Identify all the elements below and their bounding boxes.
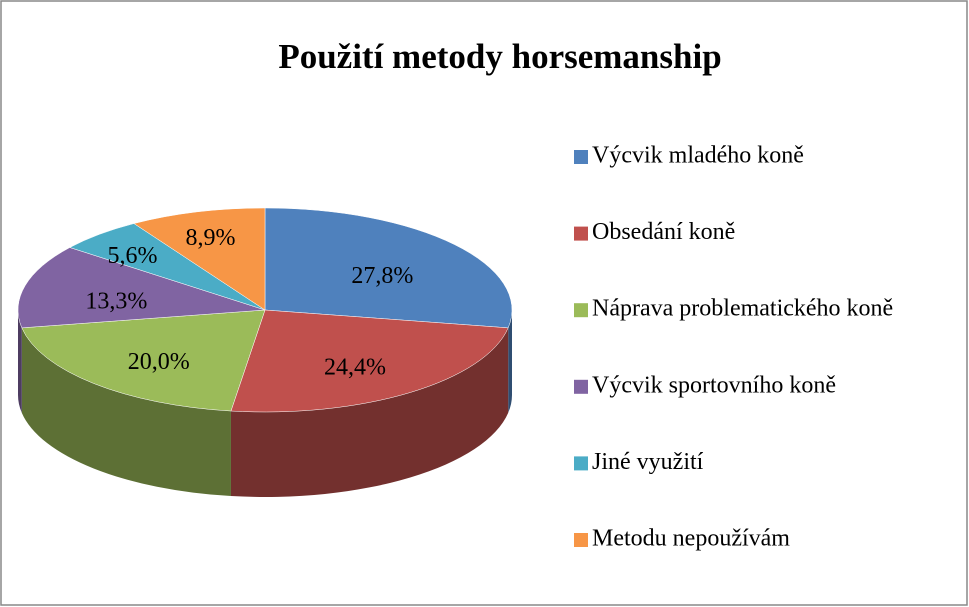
data-label: 24,4% [324,355,386,381]
data-label: 27,8% [351,263,413,289]
legend-swatch [574,303,588,318]
slice-side [18,310,22,413]
data-label: 8,9% [185,225,235,251]
slice-side [508,310,512,413]
legend-label: Obsedání koně [592,219,735,245]
legend-label: Náprava problematického koně [592,296,893,322]
legend-swatch [574,150,588,164]
legend-swatch [574,533,588,547]
legend-swatch [574,456,588,471]
data-label: 5,6% [107,243,157,269]
legend-label: Jiné využití [592,449,704,475]
slice [17,247,266,329]
data-label: 20,0% [128,349,190,375]
data-label: 13,3% [85,288,147,314]
legend-swatch [574,226,588,241]
slice [133,207,266,311]
legend-label: Výcvik mladého koně [592,143,804,169]
chart-title: Použití metody horsemanship [278,37,721,76]
slice-side [230,327,509,497]
legend-label: Výcvik sportovního koně [592,372,836,398]
legend-swatch [574,379,588,394]
slice [264,207,513,329]
slice [230,309,509,413]
slice-side [21,327,231,497]
legend-label: Metodu nepoužívám [592,526,790,552]
slice [21,309,266,412]
